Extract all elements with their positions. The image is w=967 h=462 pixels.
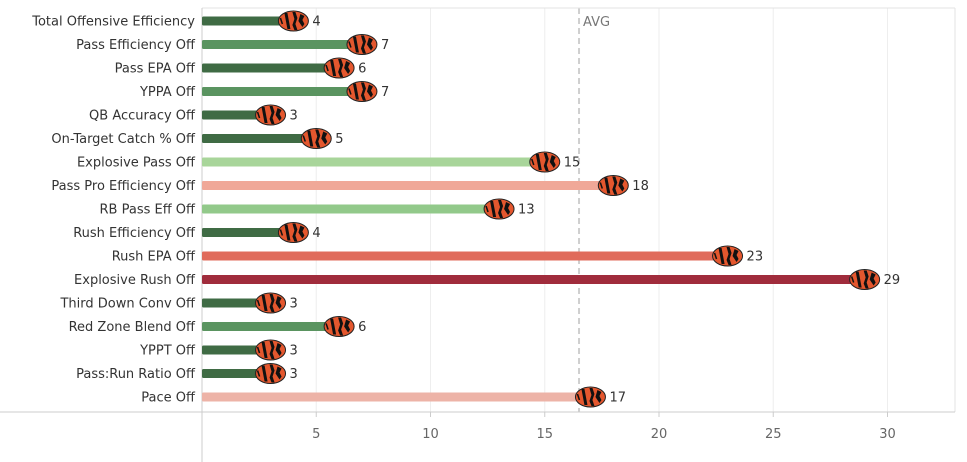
category-label: Explosive Rush Off: [74, 273, 196, 288]
bengals-logo-icon: [597, 175, 629, 196]
category-label: Rush EPA Off: [112, 250, 196, 265]
category-label: On-Target Catch % Off: [51, 132, 196, 147]
category-label: Pass:Run Ratio Off: [76, 367, 196, 382]
value-label: 5: [335, 132, 343, 147]
value-label: 7: [381, 85, 389, 100]
x-tick-label: 30: [879, 427, 896, 442]
value-label: 6: [358, 320, 366, 335]
bengals-logo-icon: [277, 222, 309, 243]
bengals-logo-icon: [529, 151, 561, 173]
x-tick-label: 20: [651, 427, 668, 442]
bar: [202, 251, 728, 261]
bar: [202, 134, 317, 143]
bar: [202, 16, 294, 26]
category-label: Red Zone Blend Off: [69, 320, 196, 335]
category-label: Third Down Conv Off: [59, 297, 196, 312]
bar: [202, 87, 362, 96]
value-label: 29: [884, 273, 901, 288]
bengals-logo-icon: [346, 81, 378, 102]
bar: [202, 157, 545, 167]
bar: [202, 298, 271, 308]
bar: [202, 322, 340, 331]
value-label: 6: [358, 62, 366, 77]
bars: [202, 10, 881, 408]
value-label: 3: [290, 109, 298, 124]
bengals-logo-icon: [277, 10, 309, 32]
bengals-logo-icon: [255, 104, 287, 126]
x-tick-label: 10: [422, 427, 439, 442]
bar: [202, 63, 340, 73]
value-label: 23: [747, 250, 764, 265]
value-label: 4: [312, 15, 320, 30]
bengals-logo-icon: [346, 34, 378, 55]
bar: [202, 392, 591, 402]
category-label: Pass Efficiency Off: [76, 38, 196, 53]
category-label: Pace Off: [141, 391, 196, 406]
value-label: 17: [609, 391, 626, 406]
bar: [202, 40, 362, 49]
bengals-logo-icon: [712, 245, 744, 267]
category-label: YPPA Off: [139, 85, 196, 100]
bengals-logo-icon: [323, 316, 355, 337]
value-label: 18: [632, 179, 649, 194]
category-label: Pass EPA Off: [115, 62, 196, 77]
bar: [202, 369, 271, 378]
category-label: Rush Efficiency Off: [73, 226, 196, 241]
category-label: Total Offensive Efficiency: [31, 15, 195, 30]
bar: [202, 204, 500, 214]
category-label: QB Accuracy Off: [89, 109, 196, 124]
bar: [202, 228, 294, 237]
value-label: 15: [564, 156, 581, 171]
x-tick-label: 15: [536, 427, 553, 442]
labels: 5 10 15 20 25 30 AVG Total Offensive Efficiency…: [31, 15, 900, 443]
bengals-logo-icon: [323, 57, 355, 79]
value-label: 3: [290, 367, 298, 382]
value-label: 4: [312, 226, 320, 241]
category-label: RB Pass Eff Off: [100, 203, 197, 218]
bengals-logo-icon: [255, 292, 287, 314]
category-label: YPPT Off: [139, 344, 196, 359]
bengals-logo-icon: [300, 128, 332, 149]
value-label: 7: [381, 38, 389, 53]
avg-reference-label: AVG: [583, 15, 610, 30]
bar: [202, 110, 271, 120]
value-label: 3: [290, 344, 298, 359]
bar: [202, 275, 865, 284]
x-tick-label: 5: [312, 427, 320, 442]
grid-lines: [315, 8, 888, 412]
bar: [202, 345, 271, 355]
bengals-logo-icon: [255, 339, 287, 361]
value-label: 13: [518, 203, 535, 218]
bengals-logo-icon: [849, 269, 881, 290]
x-tick-label: 25: [765, 427, 782, 442]
bengals-logo-icon: [255, 363, 287, 384]
bar: [202, 181, 614, 190]
value-label: 3: [290, 297, 298, 312]
bengals-logo-icon: [483, 198, 515, 220]
category-label: Pass Pro Efficiency Off: [51, 179, 196, 194]
bengals-logo-icon: [574, 386, 606, 408]
category-label: Explosive Pass Off: [77, 156, 196, 171]
